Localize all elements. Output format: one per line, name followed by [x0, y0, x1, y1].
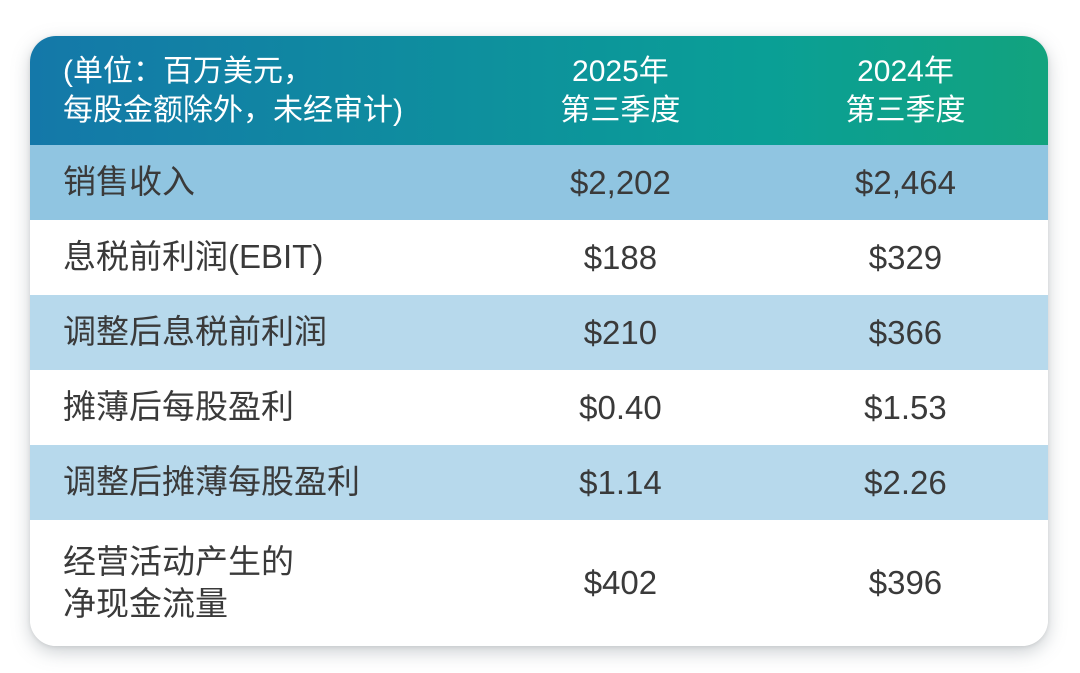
value-q3-2025: $0.40: [579, 388, 662, 426]
value-q3-2024: $2,464: [854, 163, 956, 201]
value-q3-2024: $329: [868, 238, 943, 276]
unit-note-line-1: (单位：百万美元，: [63, 54, 313, 88]
value-q3-2024: $1.53: [864, 388, 947, 426]
table-row-adjusted-diluted-eps: 调整后摊薄每股盈利 $1.14 $2.26: [30, 445, 1048, 520]
value-q3-2024: $366: [868, 313, 943, 351]
table-row-ebit: 息税前利润(EBIT) $188 $329: [30, 220, 1048, 295]
table-row-net-cash-from-operations: 经营活动产生的 净现金流量 $402 $396: [30, 520, 1048, 646]
value-q3-2025: $188: [583, 238, 658, 276]
row-label: 摊薄后每股盈利: [63, 388, 294, 426]
financial-summary-table-card: (单位：百万美元， 每股金额除外，未经审计) 2025年 第三季度 2024年 …: [30, 36, 1048, 646]
value-q3-2024: $2.26: [864, 463, 947, 501]
value-q3-2024: $396: [868, 564, 943, 601]
row-label: 经营活动产生的 净现金流量: [30, 541, 478, 625]
table-row-adjusted-ebit: 调整后息税前利润 $210 $366: [30, 295, 1048, 370]
value-q3-2025: $1.14: [579, 463, 662, 501]
row-label: 调整后息税前利润: [63, 313, 327, 351]
value-q3-2025: $402: [583, 564, 658, 601]
row-label-line-2: 净现金流量: [63, 585, 228, 622]
row-label: 息税前利润(EBIT): [63, 238, 324, 276]
row-label-line-1: 经营活动产生的: [63, 542, 294, 580]
column-header-q3-2024: 2024年 第三季度: [763, 52, 1048, 130]
column-header-q3-2025-year: 2025年: [572, 54, 669, 88]
value-q3-2025: $210: [583, 313, 658, 351]
column-header-q3-2025-quarter: 第三季度: [560, 93, 681, 127]
unit-note: (单位：百万美元， 每股金额除外，未经审计): [30, 52, 478, 130]
column-header-q3-2024-quarter: 第三季度: [845, 93, 966, 127]
value-q3-2025: $2,202: [569, 163, 671, 201]
table-row-sales-revenue: 销售收入 $2,202 $2,464: [30, 145, 1048, 220]
row-label: 调整后摊薄每股盈利: [63, 463, 360, 501]
column-header-q3-2024-year: 2024年: [857, 54, 954, 88]
table-row-diluted-eps: 摊薄后每股盈利 $0.40 $1.53: [30, 370, 1048, 445]
row-label: 销售收入: [63, 163, 195, 201]
column-header-q3-2025: 2025年 第三季度: [478, 52, 763, 130]
table-header-row: (单位：百万美元， 每股金额除外，未经审计) 2025年 第三季度 2024年 …: [30, 36, 1048, 145]
unit-note-line-2: 每股金额除外，未经审计): [63, 93, 403, 127]
